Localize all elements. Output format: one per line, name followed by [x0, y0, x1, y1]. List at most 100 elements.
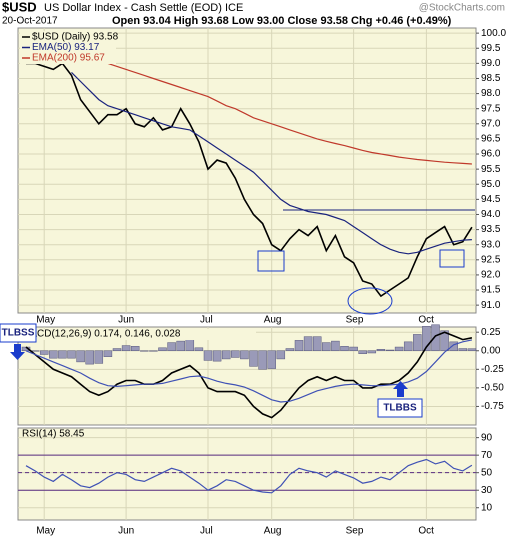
y-tick-label: 95.0	[481, 179, 501, 190]
histogram-bar	[130, 346, 140, 352]
panel-title: MACD(12,26,9) 0.174, 0.146, 0.028	[22, 329, 181, 340]
y-tick-label: 70	[481, 450, 493, 461]
histogram-bar	[431, 324, 440, 352]
series-line	[98, 59, 472, 165]
arrow-down	[10, 344, 25, 360]
highlight-box	[439, 249, 465, 268]
annotation-box	[0, 323, 37, 343]
histogram-bar	[140, 350, 149, 352]
histogram-bar	[103, 350, 113, 357]
series-line	[26, 62, 473, 298]
histogram-bar	[394, 346, 404, 352]
histogram-bar	[112, 348, 122, 352]
y-tick-label: 97.0	[481, 118, 501, 129]
histogram-bar	[167, 342, 176, 352]
histogram-bar	[422, 326, 431, 352]
histogram-bar	[449, 341, 458, 352]
y-tick-label: -0.25	[481, 364, 504, 375]
histogram-bar	[49, 350, 58, 359]
watermark: @StockCharts.com	[419, 3, 505, 14]
histogram-bar	[303, 336, 313, 352]
histogram-bar	[340, 346, 349, 352]
histogram-bar	[376, 349, 386, 352]
series-line	[25, 331, 473, 419]
x-tick-label: Jul	[200, 315, 213, 326]
histogram-bar	[385, 349, 395, 352]
y-tick-label: 50	[481, 467, 493, 478]
histogram-bar	[267, 350, 276, 369]
annotation: TLBBS	[383, 403, 417, 414]
histogram-bar	[203, 350, 213, 361]
histogram-bar	[149, 350, 158, 352]
histogram-bar	[467, 348, 477, 352]
legend-label: EMA(50) 93.17	[32, 42, 100, 53]
histogram-bar	[221, 350, 231, 360]
x-tick-label: May	[36, 526, 55, 537]
histogram-bar	[322, 342, 331, 352]
y-tick-label: 94.5	[481, 194, 501, 205]
histogram-bar	[231, 350, 240, 358]
title: US Dollar Index - Cash Settle (EOD) ICE	[44, 2, 243, 14]
histogram-bar	[276, 350, 286, 360]
y-tick-label: -0.75	[481, 401, 504, 412]
y-tick-label: 100.0	[481, 28, 506, 39]
y-tick-label: 92.0	[481, 270, 501, 281]
annotation-box	[377, 398, 423, 418]
quote: Open 93.04 High 93.68 Low 93.00 Close 93…	[112, 15, 452, 27]
histogram-bar	[312, 336, 322, 352]
histogram-bar	[85, 350, 94, 365]
histogram-bar	[367, 350, 377, 354]
y-tick-label: 0.25	[481, 327, 501, 338]
y-tick-label: 93.5	[481, 224, 501, 235]
histogram-bar	[67, 350, 76, 359]
y-tick-label: 30	[481, 485, 493, 496]
date: 20-Oct-2017	[2, 16, 58, 27]
y-tick-label: 94.0	[481, 209, 501, 220]
histogram-bar	[331, 340, 340, 352]
histogram-bar	[403, 341, 413, 352]
symbol: $USD	[2, 0, 37, 14]
histogram-bar	[212, 350, 222, 362]
x-tick-label: Jun	[118, 315, 134, 326]
histogram-bar	[58, 350, 67, 359]
y-tick-label: 96.5	[481, 134, 501, 145]
histogram-bar	[39, 350, 49, 355]
x-tick-label: Sep	[346, 526, 364, 537]
y-tick-label: 0.00	[481, 345, 501, 356]
histogram-bar	[440, 330, 449, 352]
x-tick-label: Sep	[346, 315, 364, 326]
y-tick-label: 96.0	[481, 149, 501, 160]
highlight-box	[257, 250, 285, 272]
price-panel	[17, 27, 477, 314]
arrow-up	[393, 381, 408, 397]
panel-title: RSI(14) 58.45	[22, 429, 85, 440]
histogram-bar	[76, 350, 85, 363]
series-line	[71, 71, 472, 255]
histogram-bar	[176, 340, 185, 352]
y-tick-label: 93.0	[481, 239, 501, 250]
x-tick-label: Oct	[418, 526, 434, 537]
y-tick-label: -0.50	[481, 383, 504, 394]
histogram-bar	[249, 350, 258, 367]
x-tick-label: Aug	[264, 315, 282, 326]
y-tick-label: 91.0	[481, 300, 501, 311]
y-tick-label: 92.5	[481, 254, 501, 265]
histogram-bar	[94, 350, 104, 364]
legend-label: $USD (Daily) 93.58	[32, 32, 119, 43]
legend-box	[20, 31, 116, 64]
x-tick-label: Oct	[418, 315, 434, 326]
histogram-bar	[358, 350, 367, 354]
x-tick-label: Jun	[118, 526, 134, 537]
histogram-bar	[349, 346, 358, 352]
histogram-bar	[294, 340, 304, 352]
y-tick-label: 99.5	[481, 43, 501, 54]
y-tick-label: 97.5	[481, 103, 501, 114]
title-box	[36, 329, 256, 340]
y-tick-label: 99.0	[481, 58, 501, 69]
y-tick-label: 98.5	[481, 73, 501, 84]
annotation: TLBSS	[2, 328, 35, 339]
rsi-panel	[17, 427, 477, 521]
histogram-bar	[458, 348, 468, 352]
x-tick-label: Aug	[264, 526, 282, 537]
